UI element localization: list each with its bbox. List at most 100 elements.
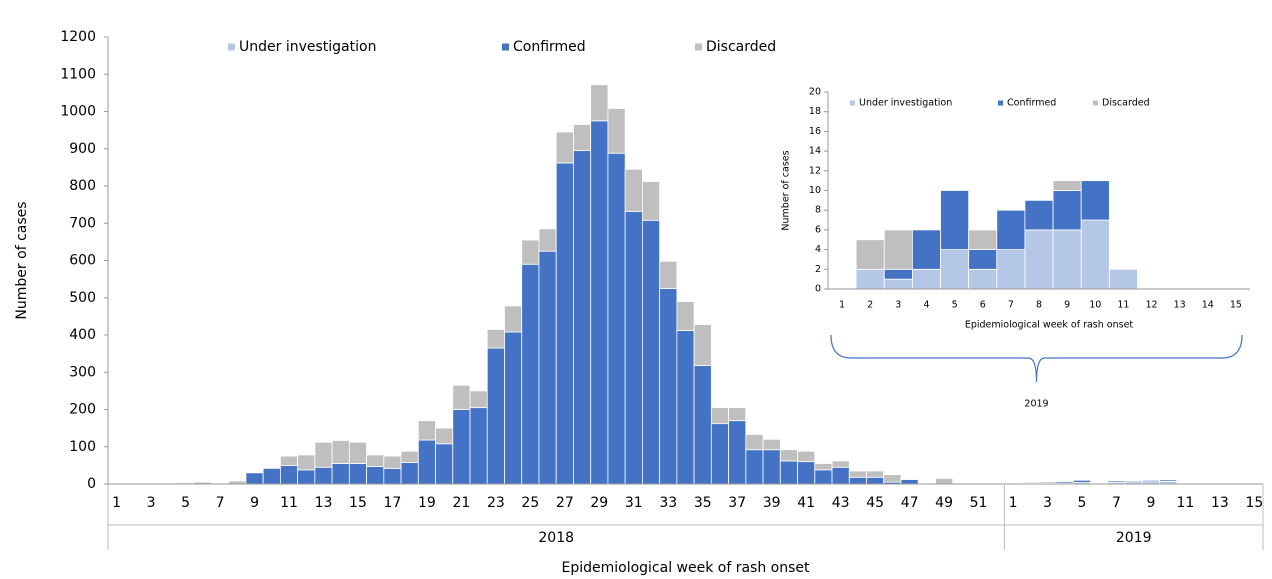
- x-tick-label: 47: [901, 495, 919, 511]
- bar-segment: [642, 219, 661, 485]
- bar-segment: [624, 210, 643, 485]
- bar-segment: [968, 268, 998, 290]
- x-tick-label: 27: [556, 495, 574, 511]
- bar-segment: [883, 268, 913, 280]
- x-tick-label: 7: [216, 495, 225, 511]
- bar-segment: [883, 474, 902, 483]
- bar-segment: [1055, 481, 1074, 484]
- bar-segment: [996, 209, 1026, 250]
- bar-segment: [383, 467, 402, 485]
- y-tick-label: 300: [69, 364, 96, 380]
- bar-segment: [504, 331, 523, 485]
- bar-segment: [1021, 481, 1040, 484]
- x-tick-label: 5: [1078, 495, 1087, 511]
- bar-segment: [710, 423, 729, 485]
- x-tick-label: 6: [980, 300, 986, 311]
- x-tick-label: 33: [659, 495, 677, 511]
- x-tick-label: 13: [1211, 495, 1229, 511]
- bar-segment: [728, 407, 747, 422]
- x-tick-label: 9: [250, 495, 259, 511]
- bar-segment: [848, 476, 867, 485]
- bar-segment: [452, 409, 471, 485]
- x-tick-label: 3: [895, 300, 901, 311]
- bar-segment: [900, 479, 919, 485]
- legend-label: Under investigation: [239, 39, 376, 55]
- x-tick-label: 3: [147, 495, 156, 511]
- bar-segment: [912, 229, 941, 270]
- x-tick-label: 9: [1146, 495, 1155, 511]
- bar-segment: [762, 449, 781, 485]
- bar-segment: [1159, 479, 1178, 482]
- x-axis-label: Epidemiological week of rash onset: [965, 320, 1134, 331]
- bar-segment: [1024, 199, 1054, 231]
- x-tick-label: 1: [112, 495, 121, 511]
- bar-segment: [573, 150, 592, 485]
- y-tick-label: 8: [815, 205, 821, 216]
- bar-segment: [855, 239, 885, 270]
- bar-segment: [676, 330, 695, 485]
- bar-segment: [912, 268, 941, 290]
- bar-segment: [1107, 480, 1126, 483]
- y-tick-label: 0: [815, 284, 821, 295]
- x-tick-label: 21: [452, 495, 470, 511]
- y-tick-label: 400: [69, 327, 96, 343]
- x-tick-label: 35: [694, 495, 712, 511]
- x-axis-label: Epidemiological week of rash onset: [561, 560, 810, 576]
- bar-segment: [400, 450, 419, 463]
- bar-segment: [940, 190, 970, 250]
- bar-segment: [659, 260, 678, 289]
- x-tick-label: 19: [418, 495, 436, 511]
- bar-segment: [940, 249, 970, 290]
- legend-swatch: [1093, 100, 1098, 106]
- bar-segment: [279, 455, 299, 466]
- x-tick-label: 25: [521, 495, 539, 511]
- legend-swatch: [228, 43, 235, 51]
- y-tick-label: 1100: [60, 66, 96, 82]
- legend-label: Discarded: [706, 39, 776, 55]
- legend-swatch: [502, 43, 509, 51]
- legend-label: Confirmed: [1007, 98, 1056, 109]
- bar-segment: [935, 478, 954, 485]
- bar-segment: [1090, 481, 1109, 483]
- bar-segment: [779, 460, 798, 485]
- bar-segment: [469, 390, 488, 409]
- annotation: 2019: [1024, 399, 1048, 410]
- x-tick-label: 11: [1177, 495, 1195, 511]
- x-tick-label: 1: [1009, 495, 1018, 511]
- y-axis-label: Number of cases: [781, 150, 792, 230]
- legend-swatch: [695, 43, 702, 51]
- bar-segment: [521, 239, 540, 265]
- bar-segment: [797, 450, 816, 463]
- y-tick-label: 200: [69, 402, 96, 418]
- x-tick-label: 23: [487, 495, 505, 511]
- bar-segment: [538, 250, 557, 485]
- bar-segment: [693, 365, 712, 485]
- bar-segment: [1024, 229, 1054, 290]
- bar-segment: [1052, 180, 1082, 191]
- bar-segment: [607, 152, 626, 485]
- y-tick-label: 100: [69, 439, 96, 455]
- x-tick-label: 39: [763, 495, 781, 511]
- bar-segment: [814, 463, 833, 471]
- x-tick-label: 7: [1112, 495, 1121, 511]
- bar-segment: [331, 463, 350, 485]
- bar-segment: [676, 301, 695, 331]
- bar-segment: [1052, 190, 1082, 231]
- main-chart: 0100200300400500600700800900100011001200…: [14, 29, 1264, 576]
- bar-segment: [297, 469, 316, 485]
- x-tick-label: 13: [315, 495, 333, 511]
- bar-segment: [831, 466, 850, 485]
- bar-segment: [1080, 219, 1110, 290]
- x-tick-label: 7: [1008, 300, 1014, 311]
- bar-segment: [624, 168, 643, 212]
- group-label: 2019: [1116, 530, 1152, 546]
- bar-segment: [1038, 481, 1057, 484]
- bar-segment: [314, 441, 333, 468]
- bar-segment: [855, 268, 885, 290]
- y-tick-label: 20: [809, 87, 821, 98]
- x-tick-label: 2: [867, 300, 873, 311]
- x-tick-label: 3: [1043, 495, 1052, 511]
- bar-segment: [400, 461, 419, 485]
